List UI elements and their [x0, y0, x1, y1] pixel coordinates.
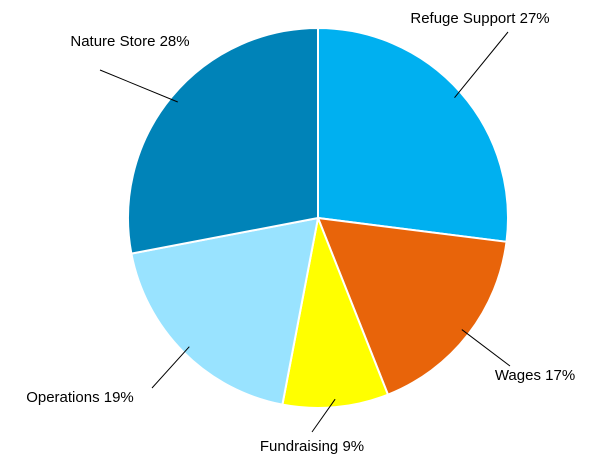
slice-value: 28%	[160, 33, 190, 50]
leader-line	[151, 346, 190, 389]
leader-line	[311, 398, 336, 433]
slice-label: Nature Store 28%	[70, 33, 189, 50]
slice-value: 9%	[342, 438, 364, 455]
slice-category: Fundraising	[260, 438, 338, 455]
leader-line	[454, 31, 509, 98]
slice-label: Refuge Support 27%	[410, 10, 549, 27]
slice-category: Refuge Support	[410, 10, 516, 27]
leader-line	[461, 329, 511, 367]
slice-category: Operations	[26, 389, 99, 406]
slice-label: Operations 19%	[26, 389, 134, 406]
pie-slice	[317, 26, 509, 243]
pie-slice	[281, 214, 390, 409]
slice-label: Wages 17%	[495, 367, 575, 384]
slice-value: 17%	[545, 367, 575, 384]
pie-slice	[127, 26, 319, 255]
slice-category: Wages	[495, 367, 541, 384]
leader-line	[99, 69, 178, 103]
slice-value: 27%	[520, 10, 550, 27]
slice-label: Fundraising 9%	[260, 438, 364, 455]
slice-category: Nature Store	[70, 33, 155, 50]
slice-value: 19%	[104, 389, 134, 406]
